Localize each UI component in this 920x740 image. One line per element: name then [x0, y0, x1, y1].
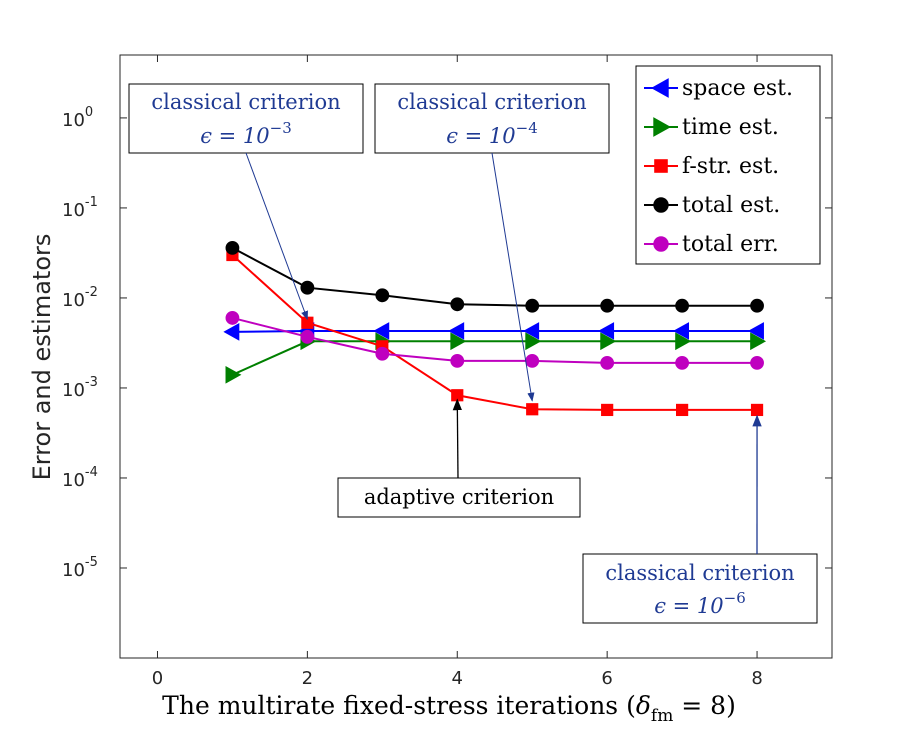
- legend: space est. time est. f-str. est. total est.…: [635, 65, 821, 265]
- x-axis-label-tail: = 8): [673, 691, 736, 720]
- legend-marker: [650, 78, 669, 98]
- y-tick-label: 10-2: [62, 285, 98, 311]
- annotation-line2: ϵ = 10−4: [446, 119, 538, 148]
- legend-label: total err.: [682, 232, 779, 257]
- data-point: [525, 332, 542, 351]
- series-total-err: [225, 311, 764, 370]
- data-point: [675, 355, 690, 370]
- legend-label: space est.: [682, 76, 793, 101]
- legend-item: total err.: [644, 232, 779, 257]
- legend-marker: [653, 117, 672, 137]
- data-point: [373, 322, 390, 340]
- data-point: [525, 298, 540, 313]
- annotation-line1: adaptive criterion: [364, 485, 554, 509]
- annotation-box: [337, 477, 581, 518]
- annotation-classical-1e-4: classical criterion ϵ = 10−4: [374, 83, 610, 402]
- legend-items: space est. time est. f-str. est. total est.…: [644, 76, 793, 257]
- y-tick-label: 10-4: [62, 465, 98, 491]
- annotation-classical-1e-6: classical criterion ϵ = 10−6: [582, 414, 818, 624]
- legend-label: total est.: [682, 193, 780, 218]
- data-point: [675, 332, 692, 351]
- x-tick-label: 2: [302, 668, 313, 689]
- annotation-line1: classical criterion: [605, 561, 794, 585]
- legend-marker: [653, 236, 669, 252]
- data-point: [750, 298, 764, 313]
- annotation-arrow: [245, 152, 308, 321]
- data-point: [225, 365, 242, 384]
- legend-item: space est.: [644, 76, 793, 101]
- series-total-est: [225, 240, 764, 313]
- data-point: [748, 322, 764, 340]
- x-tick-label: 6: [601, 668, 612, 689]
- data-point: [600, 298, 615, 313]
- legend-marker: [653, 197, 669, 213]
- data-point: [300, 280, 315, 295]
- data-point: [225, 240, 240, 255]
- x-tick-label: 4: [452, 668, 463, 689]
- x-tick-label: 0: [152, 668, 163, 689]
- annotation-adaptive: adaptive criterion: [337, 398, 581, 518]
- data-point: [451, 389, 464, 402]
- series-line: [232, 340, 758, 376]
- annotation-classical-1e-3: classical criterion ϵ = 10−3: [128, 83, 364, 321]
- data-point: [598, 322, 615, 340]
- data-point: [676, 403, 689, 417]
- data-point: [525, 353, 540, 368]
- data-point: [523, 322, 540, 340]
- x-tick-label: 8: [751, 668, 762, 689]
- y-tick-label: 100: [62, 105, 93, 131]
- data-point: [225, 311, 240, 325]
- annotation-line2: ϵ = 10−6: [654, 589, 746, 618]
- data-point: [673, 322, 690, 340]
- y-axis-label: Error and estimators: [28, 234, 56, 481]
- series-line: [232, 316, 758, 364]
- y-tick-label: 10-5: [62, 555, 98, 581]
- x-axis-label-symbol: δ: [636, 691, 651, 720]
- legend-marker: [654, 159, 668, 173]
- series-line: [231, 254, 758, 411]
- data-point: [450, 332, 467, 351]
- data-point: [300, 329, 315, 344]
- x-axis-label-main: The multirate fixed-stress iterations (: [162, 691, 636, 720]
- data-point: [450, 297, 465, 312]
- data-point: [600, 355, 615, 370]
- x-axis-label-sub: fm: [651, 706, 673, 726]
- legend-item: total est.: [644, 193, 780, 218]
- annotation-line1: classical criterion: [151, 90, 340, 114]
- y-tick-label: 10-3: [62, 375, 98, 401]
- annotation-line1: classical criterion: [397, 90, 586, 114]
- data-point: [750, 332, 767, 351]
- legend-label: f-str. est.: [682, 154, 779, 179]
- data-point: [223, 323, 240, 341]
- legend-item: time est.: [644, 115, 779, 140]
- data-point: [375, 288, 390, 303]
- y-tick-label: 10-1: [62, 195, 98, 221]
- annotation-box: [582, 553, 818, 624]
- annotation-arrow: [452, 398, 463, 479]
- series-line: [232, 329, 758, 333]
- legend-item: f-str. est.: [644, 154, 779, 179]
- series-line: [231, 246, 758, 307]
- data-point: [750, 355, 764, 370]
- series-time-est: [225, 332, 767, 384]
- data-point: [600, 332, 617, 351]
- annotation-arrow: [491, 152, 535, 402]
- data-point: [675, 298, 690, 313]
- data-point: [448, 322, 465, 340]
- data-point: [601, 403, 614, 417]
- axes-ticks: 0 2 4 6 8 100 10-1 10-2 10-3 10-4 10-5: [62, 55, 832, 689]
- data-point: [450, 353, 465, 368]
- data-point: [526, 403, 539, 416]
- data-point: [750, 403, 764, 417]
- series-layer: [223, 240, 767, 417]
- x-axis-label: The multirate fixed-stress iterations (δ…: [162, 691, 736, 726]
- legend-label: time est.: [682, 115, 779, 140]
- data-point: [375, 346, 390, 361]
- annotation-line2: ϵ = 10−3: [200, 119, 292, 148]
